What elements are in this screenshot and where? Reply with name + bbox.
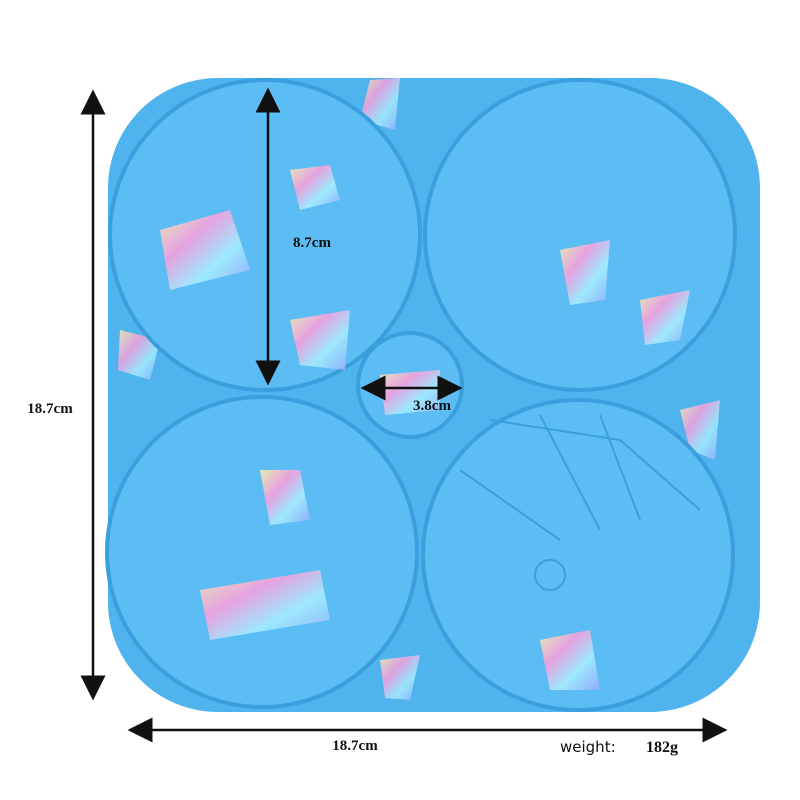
coaster-ghost [108, 78, 422, 392]
coaster-witch [105, 395, 419, 709]
weight-label: weight: [560, 738, 616, 756]
dimension-arrows [80, 87, 728, 743]
coaster-castle [423, 78, 737, 392]
coaster-diameter-label: 8.7cm [293, 235, 331, 251]
height-label: 18.7cm [27, 401, 73, 417]
weight-value: 182g [646, 739, 678, 756]
center-diameter-label: 3.8cm [413, 398, 451, 414]
coaster-spider [421, 398, 735, 712]
mold [105, 78, 760, 712]
width-label: 18.7cm [332, 738, 378, 754]
